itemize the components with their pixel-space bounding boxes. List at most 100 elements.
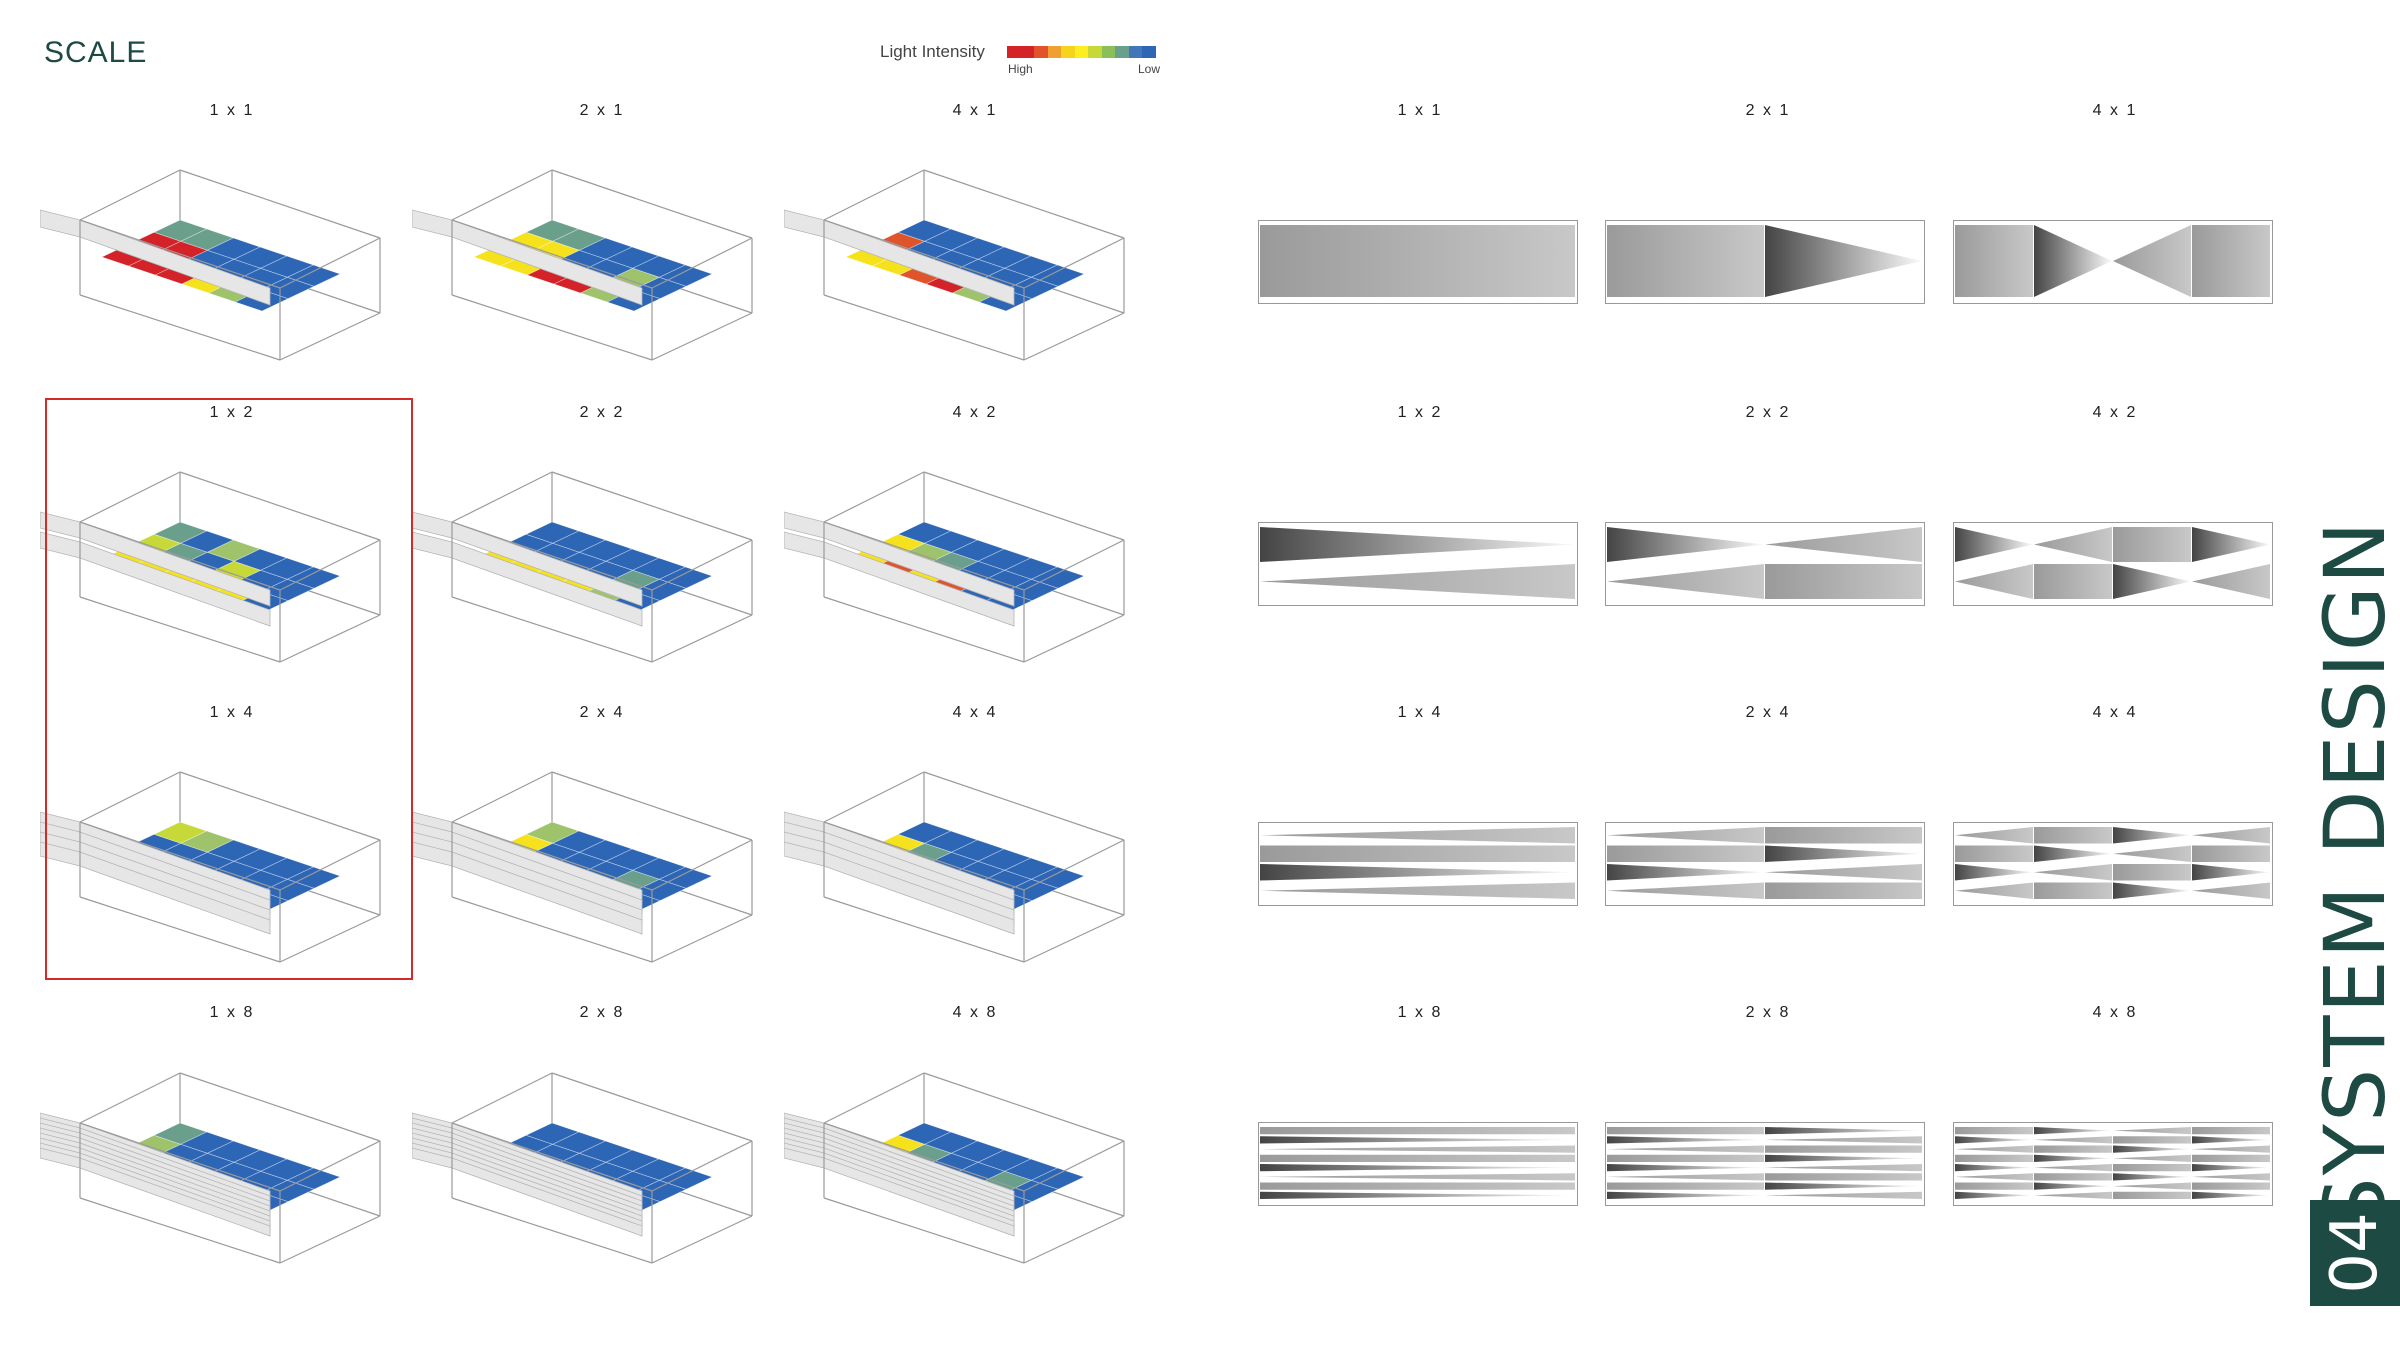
legend-swatch xyxy=(1142,46,1156,58)
plan-cell-label: 1 x 2 xyxy=(1397,404,1443,421)
section-number-badge xyxy=(2310,1200,2400,1306)
legend-swatch xyxy=(1061,46,1075,58)
plan-panel xyxy=(2034,1191,2112,1199)
box-edge xyxy=(79,169,181,221)
plan-panel xyxy=(2034,1164,2112,1172)
box-edge xyxy=(279,312,381,361)
box-edge xyxy=(79,1197,281,1264)
box-edge xyxy=(179,169,381,239)
iso-model-diagram xyxy=(412,471,753,663)
plan-panel xyxy=(1955,1164,2033,1172)
plan-elevation-diagram xyxy=(1605,1122,1925,1206)
iso-cell-label: 4 x 4 xyxy=(952,704,998,721)
plan-panel xyxy=(1955,1136,2033,1144)
box-edge xyxy=(823,1072,925,1124)
plan-cell-label: 2 x 2 xyxy=(1745,404,1791,421)
plan-panel xyxy=(2113,1145,2191,1153)
plan-cell-label: 2 x 8 xyxy=(1745,1004,1791,1021)
light-intensity-legend: Light Intensity High Low xyxy=(880,42,1160,82)
legend-swatch xyxy=(1007,46,1021,58)
iso-model-diagram xyxy=(412,1072,753,1264)
plan-panel xyxy=(1260,845,1575,862)
iso-model-diagram xyxy=(40,169,381,361)
section-number: 04 xyxy=(2318,1212,2392,1294)
plan-panel xyxy=(1955,1145,2033,1153)
plan-elevation-diagram xyxy=(1258,1122,1578,1206)
iso-cell-label: 4 x 2 xyxy=(952,404,998,421)
plan-elevation-diagram xyxy=(1258,220,1578,304)
plan-panel xyxy=(2113,1182,2191,1190)
iso-cell-label: 2 x 8 xyxy=(579,1004,625,1021)
iso-model-diagram xyxy=(40,471,381,663)
plan-panel xyxy=(1765,1136,1922,1144)
box-edge xyxy=(823,896,1025,963)
iso-cell-label: 2 x 1 xyxy=(579,102,625,119)
plan-panel xyxy=(2113,1191,2191,1199)
plan-panel xyxy=(1955,845,2033,862)
box-edge xyxy=(823,219,1025,289)
plan-cell-label: 4 x 1 xyxy=(2092,102,2138,119)
plan-panel xyxy=(2192,1173,2270,1181)
box-edge xyxy=(79,596,281,663)
box-edge xyxy=(923,471,1125,541)
selection-highlight xyxy=(45,398,413,980)
plan-panel xyxy=(1765,1154,1922,1162)
plan-panel xyxy=(2113,1154,2191,1162)
plan-panel xyxy=(1955,882,2033,899)
box-edge xyxy=(823,169,925,221)
box-edge xyxy=(79,821,281,891)
box-edge xyxy=(551,771,753,841)
box-edge xyxy=(79,896,281,963)
box-edge xyxy=(1023,1140,1125,1192)
box-edge xyxy=(1023,539,1125,591)
plan-elevation-diagram xyxy=(1258,522,1578,606)
box-edge xyxy=(179,771,381,841)
box-edge xyxy=(279,914,381,963)
box-edge xyxy=(651,1140,753,1192)
legend-high-label: High xyxy=(1008,62,1033,76)
plan-panel xyxy=(1955,225,2033,297)
plan-panel xyxy=(2113,1127,2191,1135)
plan-panel xyxy=(1607,1127,1764,1135)
plan-panel xyxy=(1765,1127,1922,1135)
box-edge xyxy=(1023,614,1125,663)
box-edge xyxy=(451,521,653,591)
plan-panel xyxy=(1765,882,1922,899)
box-edge xyxy=(651,312,753,361)
section-title: SYSTEM DESIGN xyxy=(2306,519,2400,1231)
page-title: SCALE xyxy=(44,36,148,69)
plan-panel xyxy=(1607,1191,1764,1199)
plan-panel xyxy=(1765,225,1922,297)
iso-cell-label: 1 x 8 xyxy=(209,1004,255,1021)
plan-panel xyxy=(1765,1164,1922,1172)
plan-elevation-diagram xyxy=(1953,1122,2273,1206)
plan-panel xyxy=(2113,827,2191,844)
box-edge xyxy=(79,521,281,591)
plan-panel xyxy=(2034,864,2112,881)
plan-elevation-diagram xyxy=(1258,822,1578,906)
plan-panel xyxy=(1260,225,1575,297)
plan-panel xyxy=(1765,527,1922,562)
iso-cell-label: 4 x 8 xyxy=(952,1004,998,1021)
plan-panel xyxy=(1955,1191,2033,1199)
plan-panel xyxy=(2034,1182,2112,1190)
plan-panel xyxy=(2113,882,2191,899)
box-edge xyxy=(451,596,653,663)
box-edge xyxy=(279,237,381,289)
plan-panel xyxy=(1955,1127,2033,1135)
plan-panel xyxy=(2192,864,2270,881)
box-edge xyxy=(79,294,281,361)
box-edge xyxy=(651,614,753,663)
iso-cell-label: 2 x 4 xyxy=(579,704,625,721)
plan-panel xyxy=(1607,845,1764,862)
plan-panel xyxy=(1607,1154,1764,1162)
plan-cell-label: 1 x 1 xyxy=(1397,102,1443,119)
plan-panel xyxy=(2113,1173,2191,1181)
box-edge xyxy=(451,169,553,221)
plan-panel xyxy=(1765,864,1922,881)
plan-panel xyxy=(1260,564,1575,599)
plan-panel xyxy=(1955,1182,2033,1190)
plan-panel xyxy=(1765,1182,1922,1190)
iso-cell-label: 4 x 1 xyxy=(952,102,998,119)
plan-panel xyxy=(2113,564,2191,599)
